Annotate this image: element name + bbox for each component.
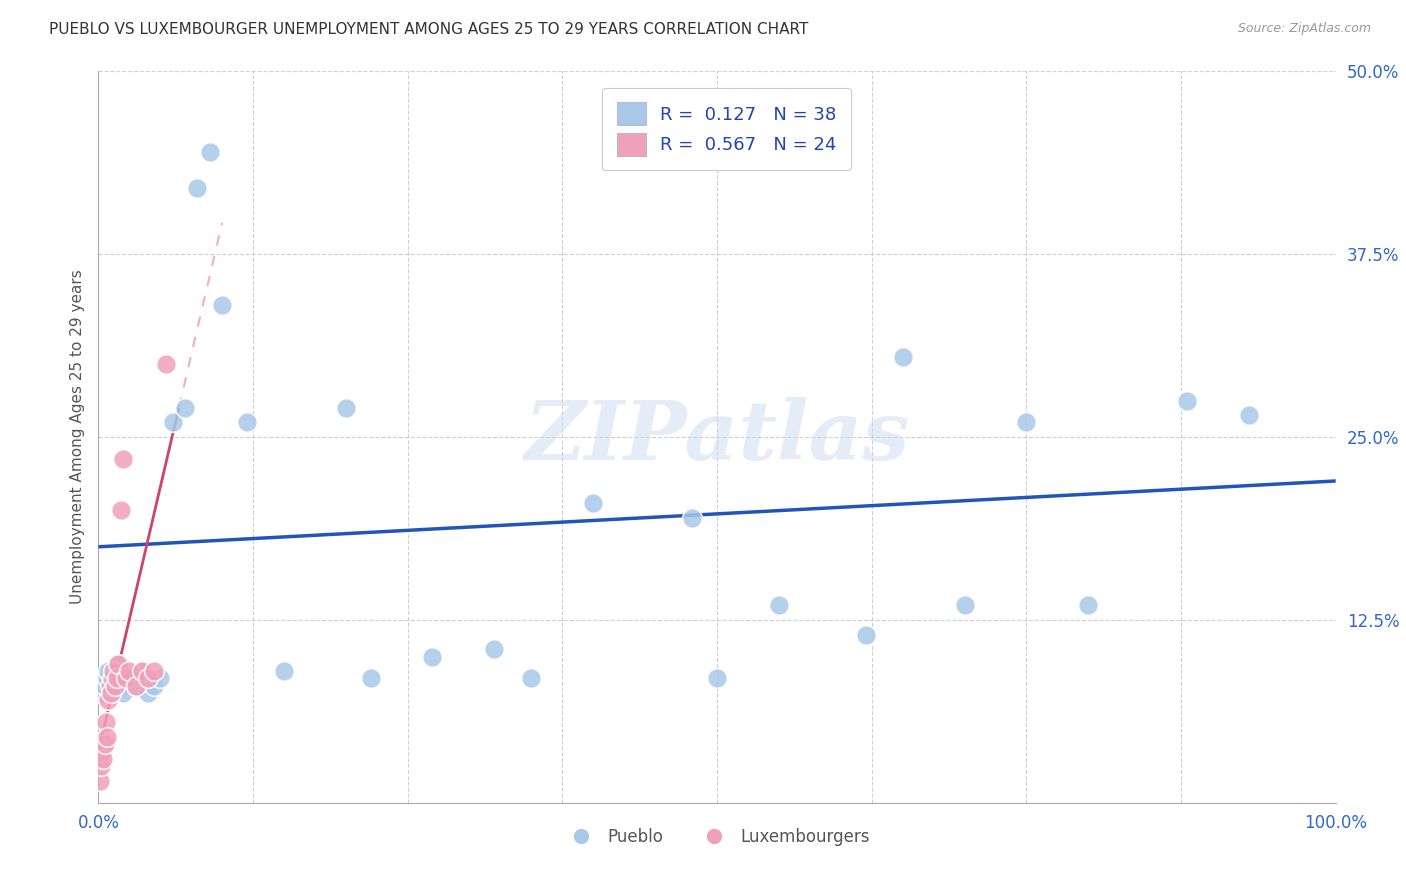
Point bbox=[681, 510, 703, 524]
Point bbox=[1015, 416, 1038, 430]
Point bbox=[143, 679, 166, 693]
Point bbox=[97, 664, 120, 678]
Point bbox=[98, 679, 121, 693]
Point bbox=[1175, 393, 1198, 408]
Point bbox=[103, 672, 125, 686]
Point bbox=[953, 599, 976, 613]
Point bbox=[96, 730, 118, 744]
Legend: Pueblo, Luxembourgers: Pueblo, Luxembourgers bbox=[558, 822, 876, 853]
Point bbox=[103, 679, 125, 693]
Point bbox=[110, 503, 132, 517]
Point bbox=[91, 686, 114, 700]
Point bbox=[112, 686, 135, 700]
Point bbox=[91, 745, 114, 759]
Point bbox=[360, 672, 382, 686]
Point bbox=[891, 350, 914, 364]
Point bbox=[484, 642, 506, 657]
Point bbox=[124, 679, 146, 693]
Point bbox=[855, 627, 877, 641]
Point bbox=[155, 357, 177, 371]
Point bbox=[93, 752, 115, 766]
Point bbox=[97, 693, 120, 707]
Point bbox=[706, 672, 728, 686]
Point bbox=[236, 416, 259, 430]
Point bbox=[118, 672, 141, 686]
Point bbox=[136, 672, 159, 686]
Text: Source: ZipAtlas.com: Source: ZipAtlas.com bbox=[1237, 22, 1371, 36]
Text: PUEBLO VS LUXEMBOURGER UNEMPLOYMENT AMONG AGES 25 TO 29 YEARS CORRELATION CHART: PUEBLO VS LUXEMBOURGER UNEMPLOYMENT AMON… bbox=[49, 22, 808, 37]
Point bbox=[149, 672, 172, 686]
Point bbox=[105, 657, 128, 671]
Point bbox=[93, 679, 115, 693]
Point bbox=[118, 664, 141, 678]
Point bbox=[131, 664, 153, 678]
Point bbox=[100, 679, 122, 693]
Point bbox=[131, 664, 153, 678]
Point bbox=[335, 401, 357, 415]
Point bbox=[103, 664, 125, 678]
Point bbox=[273, 664, 295, 678]
Point bbox=[136, 686, 159, 700]
Point bbox=[211, 298, 233, 312]
Point bbox=[768, 599, 790, 613]
Point bbox=[143, 664, 166, 678]
Point bbox=[198, 145, 221, 159]
Point bbox=[582, 496, 605, 510]
Point bbox=[1237, 408, 1260, 422]
Point bbox=[124, 679, 146, 693]
Point bbox=[520, 672, 543, 686]
Point bbox=[114, 672, 136, 686]
Point bbox=[174, 401, 197, 415]
Y-axis label: Unemployment Among Ages 25 to 29 years: Unemployment Among Ages 25 to 29 years bbox=[69, 269, 84, 605]
Point bbox=[94, 715, 117, 730]
Point bbox=[186, 181, 208, 195]
Point bbox=[112, 452, 135, 467]
Point bbox=[107, 657, 129, 671]
Text: ZIPatlas: ZIPatlas bbox=[524, 397, 910, 477]
Point bbox=[105, 672, 128, 686]
Point bbox=[1077, 599, 1099, 613]
Point bbox=[100, 686, 122, 700]
Point bbox=[422, 649, 444, 664]
Point bbox=[89, 773, 111, 788]
Point bbox=[93, 737, 115, 751]
Point bbox=[110, 679, 132, 693]
Point bbox=[90, 759, 112, 773]
Point bbox=[101, 672, 124, 686]
Point bbox=[162, 416, 184, 430]
Point bbox=[96, 672, 118, 686]
